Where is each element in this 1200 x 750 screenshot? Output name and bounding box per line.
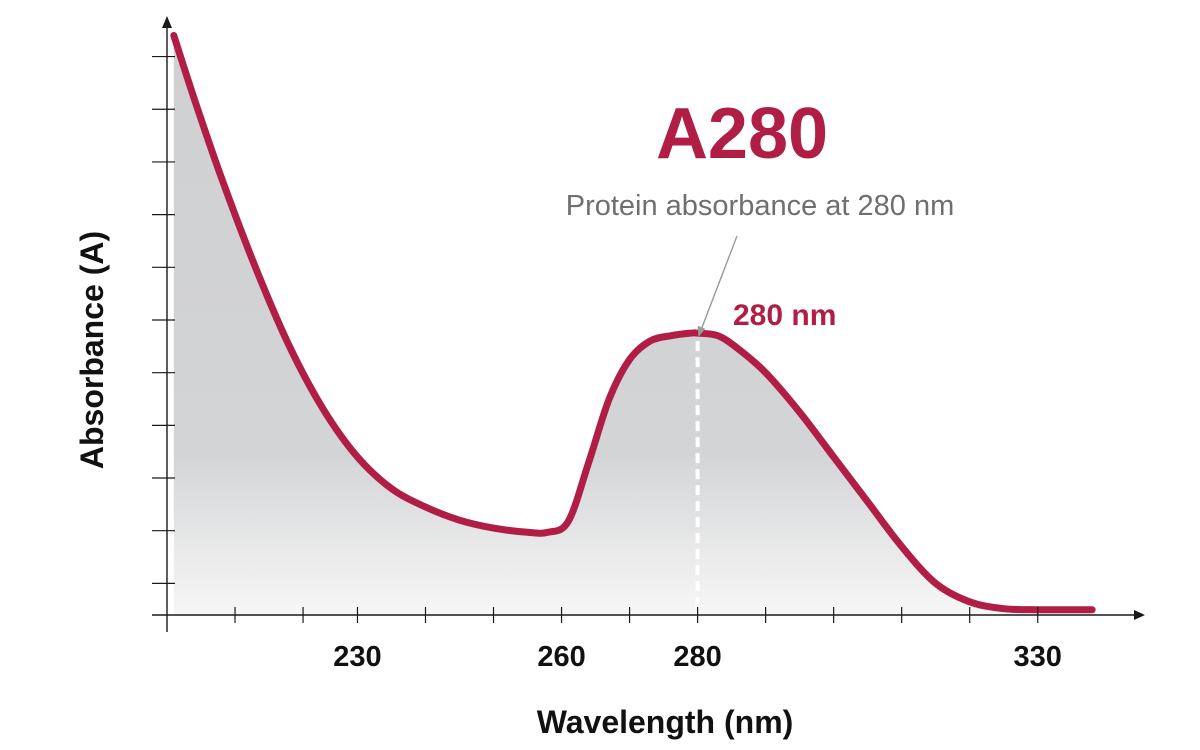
x-tick-label: 260 bbox=[537, 641, 585, 673]
peak-label: 280 nm bbox=[733, 299, 836, 332]
y-axis-arrow bbox=[162, 16, 172, 28]
area-fill bbox=[173, 35, 1093, 615]
x-tick-label: 230 bbox=[333, 641, 381, 673]
x-axis-title: Wavelength (nm) bbox=[537, 704, 794, 740]
x-tick-label: 280 bbox=[673, 641, 721, 673]
x-axis-arrow bbox=[1134, 610, 1145, 620]
x-tick-labels: 230 260 280 330 bbox=[333, 641, 1062, 673]
x-tick-label: 330 bbox=[1014, 641, 1062, 673]
annotation-pointer bbox=[700, 235, 738, 331]
annotation-heading: A280 bbox=[656, 94, 828, 174]
y-axis-title: Absorbance (A) bbox=[74, 231, 110, 469]
annotation-text: Protein absorbance at 280 nm bbox=[566, 190, 955, 222]
y-axis-ticks bbox=[152, 55, 175, 584]
annotation-pointer-arrowhead bbox=[697, 325, 706, 337]
series-line bbox=[170, 32, 1096, 614]
